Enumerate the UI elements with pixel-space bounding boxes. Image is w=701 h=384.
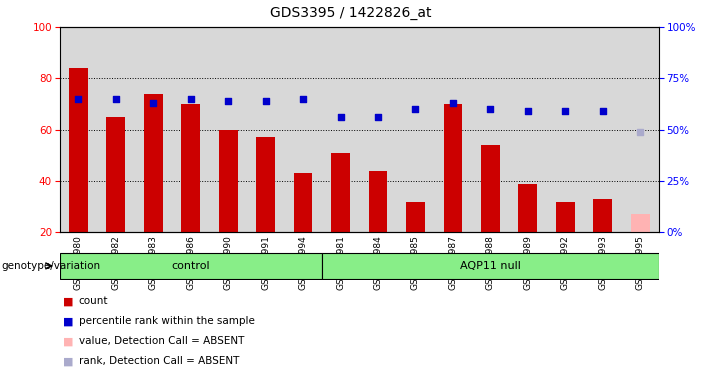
Bar	[434, 27, 472, 232]
Point	[110, 96, 121, 102]
Point	[597, 108, 608, 114]
Bar	[294, 173, 313, 232]
Point	[297, 96, 308, 102]
Bar	[406, 202, 425, 232]
Bar	[60, 27, 97, 232]
Point	[372, 114, 383, 120]
Bar	[369, 170, 388, 232]
Text: ■: ■	[63, 356, 74, 366]
Point	[260, 98, 271, 104]
Bar	[556, 202, 575, 232]
Bar	[107, 117, 125, 232]
Text: ■: ■	[63, 296, 74, 306]
Text: rank, Detection Call = ABSENT: rank, Detection Call = ABSENT	[79, 356, 239, 366]
Text: GDS3395 / 1422826_at: GDS3395 / 1422826_at	[270, 6, 431, 20]
Bar	[135, 27, 172, 232]
Bar	[359, 27, 397, 232]
Point	[485, 106, 496, 112]
Bar	[622, 27, 659, 232]
Point	[185, 96, 196, 102]
Bar	[584, 27, 622, 232]
Bar	[631, 214, 650, 232]
Point	[73, 96, 84, 102]
Bar	[547, 27, 584, 232]
Point	[222, 98, 233, 104]
Text: ■: ■	[63, 336, 74, 346]
Bar	[322, 27, 359, 232]
Bar	[257, 137, 275, 232]
FancyBboxPatch shape	[60, 253, 322, 279]
Bar	[472, 27, 509, 232]
Point	[447, 100, 458, 106]
Text: count: count	[79, 296, 108, 306]
Bar	[593, 199, 612, 232]
Bar	[331, 153, 350, 232]
Text: control: control	[171, 261, 210, 271]
Bar	[69, 68, 88, 232]
Bar	[144, 94, 163, 232]
Bar	[397, 27, 434, 232]
Text: percentile rank within the sample: percentile rank within the sample	[79, 316, 254, 326]
Point	[410, 106, 421, 112]
Bar	[444, 104, 462, 232]
Point	[522, 108, 533, 114]
Text: value, Detection Call = ABSENT: value, Detection Call = ABSENT	[79, 336, 244, 346]
Text: AQP11 null: AQP11 null	[460, 261, 521, 271]
Bar	[519, 184, 537, 232]
Bar	[172, 27, 210, 232]
Bar	[481, 145, 500, 232]
Point	[335, 114, 346, 120]
Bar	[97, 27, 135, 232]
Text: genotype/variation: genotype/variation	[1, 261, 100, 271]
Bar	[182, 104, 200, 232]
Point	[559, 108, 571, 114]
Bar	[210, 27, 247, 232]
FancyBboxPatch shape	[322, 253, 659, 279]
Bar	[509, 27, 547, 232]
Point	[634, 129, 646, 135]
Point	[148, 100, 159, 106]
Bar	[219, 130, 238, 232]
Bar	[285, 27, 322, 232]
Text: ■: ■	[63, 316, 74, 326]
Bar	[247, 27, 285, 232]
